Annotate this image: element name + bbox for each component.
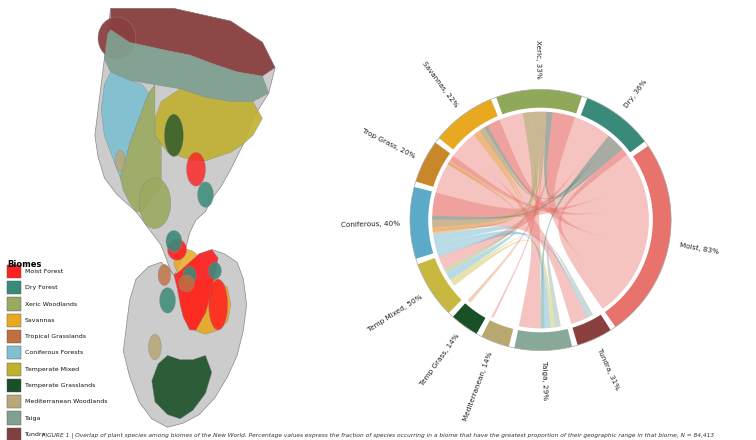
Text: Dry Forest: Dry Forest [25,285,57,290]
Text: Tropical Grasslands: Tropical Grasslands [25,334,86,339]
Polygon shape [581,98,645,152]
Polygon shape [149,334,161,359]
Bar [7,411,21,425]
Text: Savannas: Savannas [25,318,55,323]
Polygon shape [449,131,522,202]
Polygon shape [120,84,161,212]
Text: Temperate Mixed: Temperate Mixed [25,367,79,372]
Polygon shape [432,132,643,217]
Polygon shape [435,231,551,328]
Text: Tundra: Tundra [25,432,46,437]
Text: Moist, 83%: Moist, 83% [679,242,719,255]
Polygon shape [432,145,587,324]
Polygon shape [410,187,433,259]
Polygon shape [572,315,611,345]
Polygon shape [416,143,450,187]
Polygon shape [104,29,268,102]
Polygon shape [468,112,560,302]
Polygon shape [450,238,521,303]
Polygon shape [94,8,275,275]
Polygon shape [453,303,485,334]
Text: Temp Grass, 14%: Temp Grass, 14% [419,333,460,387]
Polygon shape [168,239,187,260]
Polygon shape [116,150,125,171]
Polygon shape [547,112,645,295]
Polygon shape [432,112,539,227]
Bar [7,395,21,408]
Polygon shape [547,245,593,327]
Polygon shape [605,146,671,327]
Text: Tundra, 31%: Tundra, 31% [596,347,621,391]
Polygon shape [450,156,649,214]
Polygon shape [174,249,199,275]
Text: Trop Grass, 20%: Trop Grass, 20% [361,128,416,159]
Text: Dry, 36%: Dry, 36% [623,79,648,109]
Text: Temp Mixed, 50%: Temp Mixed, 50% [367,293,423,333]
Polygon shape [178,275,194,292]
Text: Temperate Grasslands: Temperate Grasslands [25,383,95,388]
Polygon shape [417,258,462,313]
Polygon shape [463,112,541,328]
Text: Taiga: Taiga [25,415,42,421]
Text: Moist Forest: Moist Forest [25,269,64,274]
Bar [7,314,21,327]
Polygon shape [174,249,218,330]
Polygon shape [437,233,590,318]
Text: Biomes: Biomes [7,260,42,268]
Polygon shape [164,114,184,157]
Polygon shape [488,120,649,249]
Polygon shape [514,329,572,351]
Polygon shape [101,72,149,178]
Polygon shape [209,262,222,279]
Polygon shape [491,112,545,318]
Bar [7,330,21,343]
Polygon shape [433,227,516,280]
Polygon shape [98,17,136,59]
Bar [7,297,21,311]
Polygon shape [484,125,619,199]
Polygon shape [187,152,206,186]
Polygon shape [558,149,627,309]
Polygon shape [496,89,582,114]
Polygon shape [110,8,275,76]
Bar [7,346,21,359]
Text: Xeric, 33%: Xeric, 33% [535,40,542,79]
Bar [7,281,21,294]
Polygon shape [439,99,498,150]
Polygon shape [482,320,513,347]
Polygon shape [184,267,196,283]
Text: Mediterranean Woodlands: Mediterranean Woodlands [25,399,107,404]
Text: FIGURE 1 | Overlap of plant species among biomes of the New World. Percentage va: FIGURE 1 | Overlap of plant species amon… [42,432,714,438]
Polygon shape [438,114,603,269]
Polygon shape [155,89,262,161]
Text: Coniferous Forests: Coniferous Forests [25,350,83,356]
Polygon shape [139,178,171,228]
Bar [7,428,21,440]
Text: Coniferous, 40%: Coniferous, 40% [340,220,400,227]
Polygon shape [152,356,212,419]
Text: Taiga, 29%: Taiga, 29% [541,361,547,400]
Polygon shape [479,112,547,195]
Polygon shape [158,264,171,286]
Bar [7,363,21,376]
Bar [7,379,21,392]
Text: Savannas, 22%: Savannas, 22% [420,61,459,109]
Bar [7,265,21,278]
Polygon shape [180,279,231,334]
Polygon shape [444,112,534,273]
Polygon shape [432,139,616,220]
Polygon shape [166,231,181,252]
Polygon shape [544,112,622,198]
Polygon shape [432,162,516,235]
Polygon shape [209,279,228,330]
Text: Mediterranean, 14%: Mediterranean, 14% [463,351,494,422]
Polygon shape [197,182,213,207]
Text: Xeric Woodlands: Xeric Woodlands [25,301,77,307]
Polygon shape [452,240,555,328]
Polygon shape [160,288,175,313]
Polygon shape [432,132,520,231]
Polygon shape [123,249,246,427]
Polygon shape [541,136,613,328]
